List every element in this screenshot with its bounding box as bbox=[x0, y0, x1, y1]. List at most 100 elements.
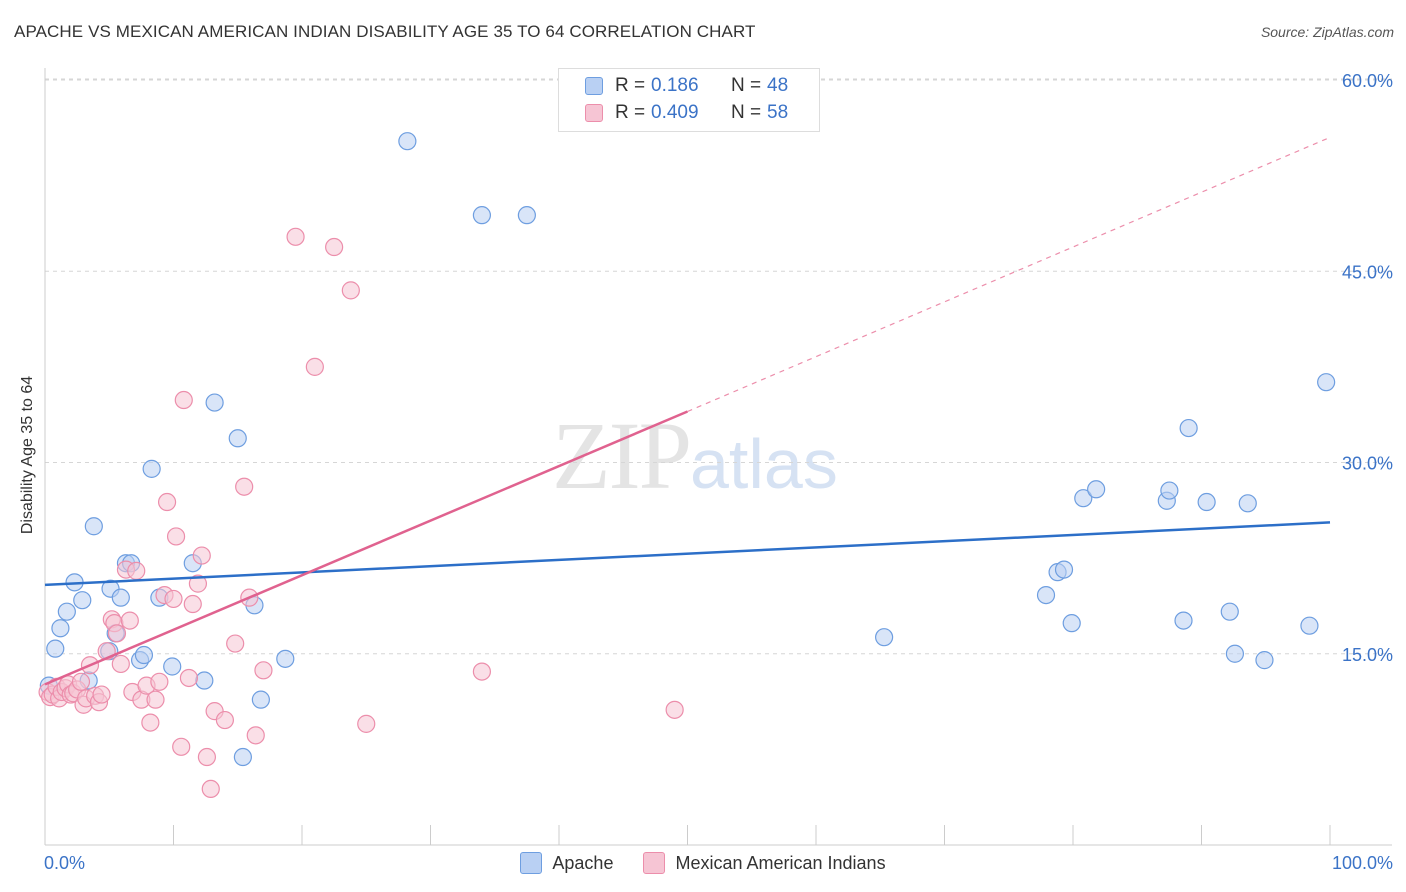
point-apache bbox=[875, 628, 894, 647]
legend-n-label: N = bbox=[731, 102, 762, 123]
legend-r-value-mexican: 0.409 bbox=[651, 102, 699, 123]
legend-item-apache[interactable]: Apache bbox=[520, 852, 613, 874]
point-apache bbox=[1054, 560, 1074, 579]
point-apache bbox=[134, 645, 154, 665]
point-apache bbox=[1087, 480, 1106, 499]
point-apache bbox=[276, 649, 295, 668]
point-mexican bbox=[107, 624, 127, 643]
point-apache bbox=[1300, 616, 1319, 635]
point-mexican bbox=[235, 477, 254, 496]
legend-n-value-mexican: 58 bbox=[767, 102, 789, 123]
x-tick-label-max: 100.0% bbox=[1332, 853, 1393, 873]
point-apache bbox=[142, 459, 161, 478]
point-apache bbox=[1036, 585, 1056, 605]
correlation-legend: R = 0.186 N = 48 R = 0.409 N = 58 bbox=[558, 68, 820, 132]
y-tick-label: 15.0% bbox=[1342, 645, 1393, 665]
point-apache bbox=[1220, 602, 1239, 621]
point-apache bbox=[228, 429, 247, 448]
point-apache bbox=[1074, 489, 1093, 508]
legend-r-value-apache: 0.186 bbox=[651, 75, 699, 96]
point-mexican bbox=[246, 726, 265, 745]
point-mexican bbox=[192, 546, 211, 565]
trend-line-mexican bbox=[44, 410, 688, 686]
point-mexican bbox=[127, 561, 146, 580]
point-mexican bbox=[325, 237, 344, 257]
point-mexican bbox=[179, 668, 199, 688]
legend-swatch-apache bbox=[585, 77, 603, 95]
legend-n-value-apache: 48 bbox=[767, 75, 789, 96]
legend-swatch-mexican bbox=[643, 852, 666, 874]
point-mexican bbox=[71, 672, 91, 691]
point-apache bbox=[398, 132, 417, 151]
legend-label-apache: Apache bbox=[552, 852, 614, 873]
point-mexican bbox=[357, 714, 376, 733]
y-axis-label: Disability Age 35 to 64 bbox=[19, 375, 36, 535]
watermark-atlas: atlas bbox=[690, 425, 838, 503]
legend-item-mexican[interactable]: Mexican American Indians bbox=[643, 852, 886, 874]
trend-extension-mexican bbox=[687, 136, 1331, 413]
point-apache bbox=[163, 657, 182, 676]
point-mexican bbox=[472, 662, 491, 681]
point-apache bbox=[84, 517, 103, 536]
point-mexican bbox=[226, 634, 245, 653]
x-tick-label-min: 0.0% bbox=[44, 853, 85, 873]
series-legend: Apache Mexican American Indians bbox=[0, 852, 1406, 874]
legend-row-mexican: R = 0.409 N = 58 bbox=[585, 101, 788, 125]
point-mexican bbox=[164, 589, 183, 609]
point-mexican bbox=[341, 281, 360, 300]
point-mexican bbox=[174, 390, 193, 410]
point-mexican bbox=[111, 654, 130, 674]
point-mexican bbox=[150, 672, 169, 691]
y-tick-label: 60.0% bbox=[1342, 71, 1393, 91]
point-apache bbox=[1179, 418, 1198, 438]
legend-r-label: R = bbox=[615, 75, 646, 96]
point-mexican bbox=[286, 227, 305, 246]
point-mexican bbox=[141, 713, 160, 732]
point-apache bbox=[46, 639, 65, 658]
point-mexican bbox=[254, 661, 273, 680]
point-apache bbox=[73, 591, 92, 610]
legend-n-label: N = bbox=[731, 75, 762, 96]
point-apache bbox=[233, 747, 252, 767]
legend-r-label: R = bbox=[615, 102, 646, 123]
trend-line-apache bbox=[44, 521, 1331, 587]
y-tick-label: 30.0% bbox=[1342, 454, 1393, 474]
point-mexican bbox=[157, 492, 177, 512]
source-label: Source: ZipAtlas.com bbox=[1260, 24, 1394, 40]
chart-title: APACHE VS MEXICAN AMERICAN INDIAN DISABI… bbox=[14, 22, 756, 41]
point-mexican bbox=[92, 685, 111, 704]
point-apache bbox=[251, 690, 270, 709]
legend-swatch-apache bbox=[520, 852, 543, 874]
legend-label-mexican: Mexican American Indians bbox=[675, 852, 886, 873]
point-mexican bbox=[665, 700, 684, 719]
point-mexican bbox=[188, 574, 208, 593]
legend-row-apache: R = 0.186 N = 48 bbox=[585, 74, 788, 98]
point-apache bbox=[1317, 373, 1336, 392]
point-mexican bbox=[166, 527, 186, 546]
point-apache bbox=[1174, 611, 1193, 630]
y-tick-label: 45.0% bbox=[1342, 262, 1393, 282]
point-apache bbox=[1255, 651, 1274, 670]
point-mexican bbox=[146, 690, 165, 709]
point-apache bbox=[1062, 614, 1081, 633]
point-apache bbox=[195, 671, 214, 690]
point-mexican bbox=[201, 779, 220, 799]
point-apache bbox=[205, 393, 224, 412]
point-apache bbox=[1225, 644, 1245, 663]
point-apache bbox=[111, 588, 130, 607]
point-mexican bbox=[183, 594, 202, 614]
point-apache bbox=[472, 206, 491, 225]
legend-swatch-mexican bbox=[585, 104, 603, 122]
point-apache bbox=[51, 619, 70, 638]
point-mexican bbox=[120, 611, 139, 630]
point-mexican bbox=[305, 357, 324, 376]
point-mexican bbox=[215, 710, 234, 730]
point-mexican bbox=[197, 747, 217, 767]
point-apache bbox=[1197, 492, 1216, 512]
point-apache bbox=[1160, 481, 1179, 500]
point-apache bbox=[57, 602, 76, 621]
point-apache bbox=[517, 206, 536, 225]
point-mexican bbox=[172, 737, 191, 756]
point-apache bbox=[1238, 494, 1257, 513]
